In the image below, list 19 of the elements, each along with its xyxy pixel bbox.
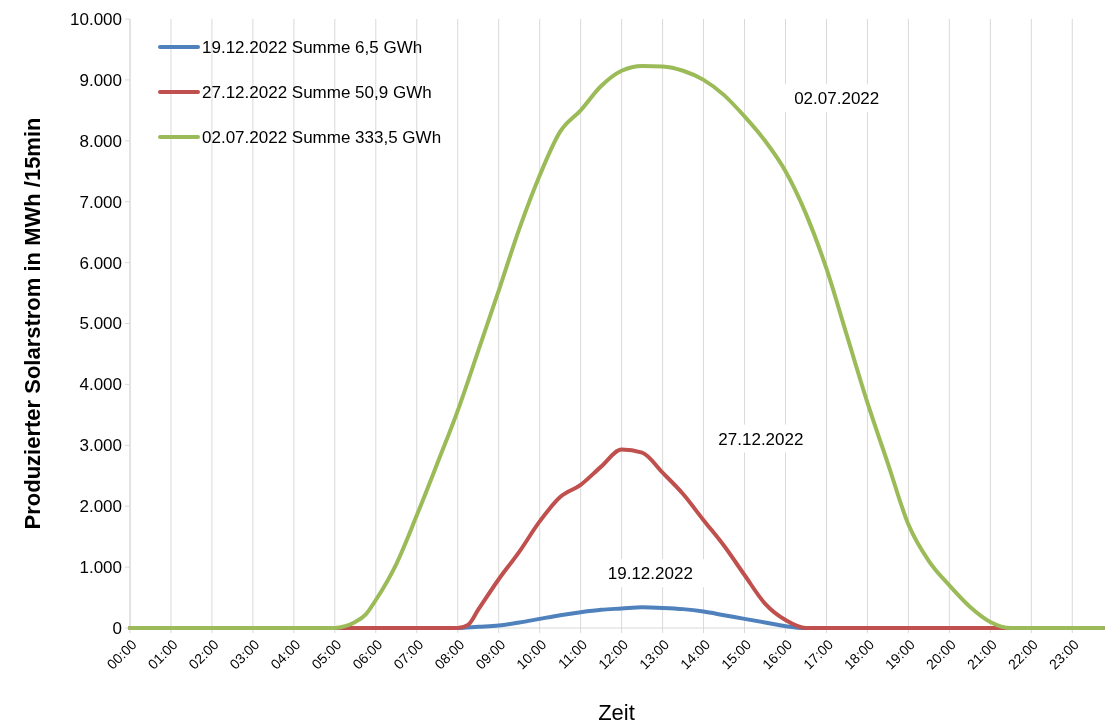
y-tick-label: 10.000: [70, 9, 122, 29]
y-tick-label: 1.000: [79, 558, 122, 578]
y-tick-label: 0: [112, 618, 122, 638]
y-tick-label: 5.000: [79, 314, 122, 334]
annotation: 27.12.2022: [718, 429, 804, 449]
y-tick-label: 4.000: [79, 375, 122, 395]
legend-label: 19.12.2022 Summe 6,5 GWh: [202, 37, 423, 57]
y-axis-title: Produzierter Solarstrom in MWh /15min: [19, 117, 45, 530]
y-tick-label: 9.000: [79, 70, 122, 90]
y-tick-label: 6.000: [79, 253, 122, 273]
y-tick-label: 3.000: [79, 436, 122, 456]
y-tick-label: 7.000: [79, 192, 122, 212]
legend-label: 02.07.2022 Summe 333,5 GWh: [202, 127, 442, 147]
annotation: 19.12.2022: [607, 564, 693, 584]
legend-label: 27.12.2022 Summe 50,9 GWh: [202, 82, 432, 102]
x-axis-title: Zeit: [598, 700, 635, 724]
y-tick-label: 2.000: [79, 497, 122, 517]
y-tick-label: 8.000: [79, 131, 122, 151]
annotation: 02.07.2022: [794, 89, 880, 109]
